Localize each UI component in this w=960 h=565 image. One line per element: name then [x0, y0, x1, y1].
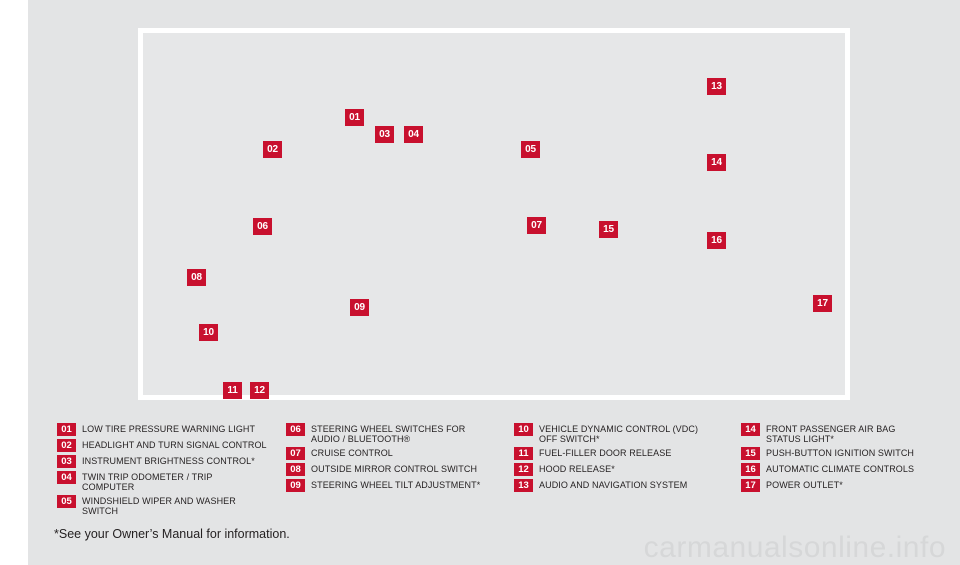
legend-column-4: 14 FRONT PASSENGER AIR BAG STATUS LIGHT*… [741, 423, 926, 495]
callout-06: 06 [253, 218, 272, 235]
legend-number: 15 [741, 447, 760, 460]
legend-number: 10 [514, 423, 533, 436]
legend-number: 07 [286, 447, 305, 460]
callout-16: 16 [707, 232, 726, 249]
legend-number: 01 [57, 423, 76, 436]
legend-label: STEERING WHEEL TILT ADJUSTMENT* [311, 480, 481, 490]
legend-item: 03 INSTRUMENT BRIGHTNESS CONTROL* [57, 455, 267, 468]
callout-14: 14 [707, 154, 726, 171]
legend-number: 03 [57, 455, 76, 468]
callout-09: 09 [350, 299, 369, 316]
legend-item: 04 TWIN TRIP ODOMETER / TRIP COMPUTER [57, 471, 267, 492]
dashboard-photo-frame: 01 02 03 04 05 06 07 08 09 10 11 12 13 1… [138, 28, 850, 400]
legend-item: 17 POWER OUTLET* [741, 479, 926, 492]
legend-number: 08 [286, 463, 305, 476]
watermark: carmanualsonline.info [643, 531, 946, 564]
callout-08: 08 [187, 269, 206, 286]
legend-label: FUEL-FILLER DOOR RELEASE [539, 448, 672, 458]
legend-label: FRONT PASSENGER AIR BAG STATUS LIGHT* [766, 424, 896, 444]
legend-label: CRUISE CONTROL [311, 448, 393, 458]
legend-number: 17 [741, 479, 760, 492]
legend-item: 07 CRUISE CONTROL [286, 447, 480, 460]
callout-07: 07 [527, 217, 546, 234]
callout-02: 02 [263, 141, 282, 158]
legend-item: 09 STEERING WHEEL TILT ADJUSTMENT* [286, 479, 480, 492]
legend-label: LOW TIRE PRESSURE WARNING LIGHT [82, 424, 256, 434]
legend-label: POWER OUTLET* [766, 480, 843, 490]
callout-12: 12 [250, 382, 269, 399]
legend-item: 15 PUSH-BUTTON IGNITION SWITCH [741, 447, 926, 460]
legend-label: WINDSHIELD WIPER AND WASHER SWITCH [82, 496, 236, 516]
legend-label: PUSH-BUTTON IGNITION SWITCH [766, 448, 915, 458]
legend-label: TWIN TRIP ODOMETER / TRIP COMPUTER [82, 472, 213, 492]
legend-item: 06 STEERING WHEEL SWITCHES FOR AUDIO / B… [286, 423, 480, 444]
legend-label: HEADLIGHT AND TURN SIGNAL CONTROL [82, 440, 267, 450]
callout-05: 05 [521, 141, 540, 158]
legend-number: 06 [286, 423, 305, 436]
legend-number: 11 [514, 447, 533, 460]
legend-label: OUTSIDE MIRROR CONTROL SWITCH [311, 464, 478, 474]
legend-number: 05 [57, 495, 76, 508]
callout-01: 01 [345, 109, 364, 126]
legend-item: 08 OUTSIDE MIRROR CONTROL SWITCH [286, 463, 480, 476]
legend-number: 09 [286, 479, 305, 492]
legend-number: 02 [57, 439, 76, 452]
legend-item: 12 HOOD RELEASE* [514, 463, 709, 476]
callout-13: 13 [707, 78, 726, 95]
legend-label: VEHICLE DYNAMIC CONTROL (VDC) OFF SWITCH… [539, 424, 699, 444]
legend-item: 11 FUEL-FILLER DOOR RELEASE [514, 447, 709, 460]
footnote: *See your Owner’s Manual for information… [54, 527, 290, 541]
callout-03: 03 [375, 126, 394, 143]
legend-item: 13 AUDIO AND NAVIGATION SYSTEM [514, 479, 709, 492]
legend-number: 13 [514, 479, 533, 492]
legend-label: AUDIO AND NAVIGATION SYSTEM [539, 480, 688, 490]
legend-item: 10 VEHICLE DYNAMIC CONTROL (VDC) OFF SWI… [514, 423, 709, 444]
callout-15: 15 [599, 221, 618, 238]
legend-number: 12 [514, 463, 533, 476]
legend-number: 14 [741, 423, 760, 436]
legend-number: 16 [741, 463, 760, 476]
legend-label: INSTRUMENT BRIGHTNESS CONTROL* [82, 456, 255, 466]
legend-label: AUTOMATIC CLIMATE CONTROLS [766, 464, 915, 474]
legend-column-2: 06 STEERING WHEEL SWITCHES FOR AUDIO / B… [286, 423, 480, 495]
callout-11: 11 [223, 382, 242, 399]
legend-item: 02 HEADLIGHT AND TURN SIGNAL CONTROL [57, 439, 267, 452]
legend-item: 16 AUTOMATIC CLIMATE CONTROLS [741, 463, 926, 476]
callout-10: 10 [199, 324, 218, 341]
legend-item: 05 WINDSHIELD WIPER AND WASHER SWITCH [57, 495, 267, 516]
legend-number: 04 [57, 471, 76, 484]
callout-04: 04 [404, 126, 423, 143]
legend-item: 01 LOW TIRE PRESSURE WARNING LIGHT [57, 423, 267, 436]
legend-label: STEERING WHEEL SWITCHES FOR AUDIO / BLUE… [311, 424, 466, 444]
legend-label: HOOD RELEASE* [539, 464, 615, 474]
callout-17: 17 [813, 295, 832, 312]
legend-column-1: 01 LOW TIRE PRESSURE WARNING LIGHT 02 HE… [57, 423, 267, 519]
legend-item: 14 FRONT PASSENGER AIR BAG STATUS LIGHT* [741, 423, 926, 444]
legend-column-3: 10 VEHICLE DYNAMIC CONTROL (VDC) OFF SWI… [514, 423, 709, 495]
